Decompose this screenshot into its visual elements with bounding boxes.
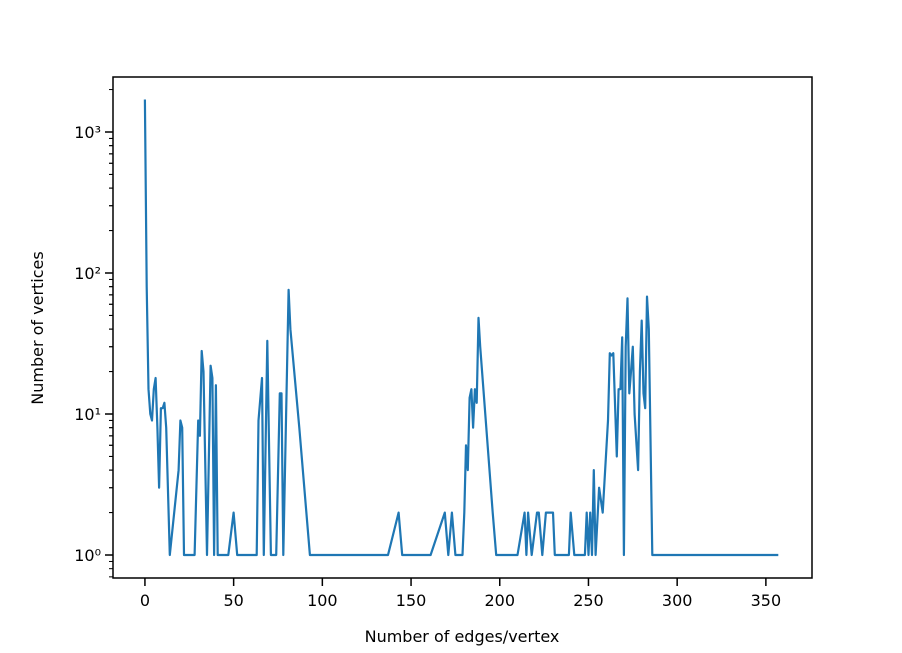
- x-tick-label: 150: [396, 591, 427, 610]
- x-tick-label: 100: [307, 591, 338, 610]
- x-tick-label: 0: [140, 591, 150, 610]
- x-tick-label: 350: [751, 591, 782, 610]
- y-tick-label: 10¹: [74, 405, 101, 424]
- x-axis-label: Number of edges/vertex: [365, 627, 560, 646]
- data-line: [143, 99, 779, 557]
- x-tick-label: 50: [223, 591, 243, 610]
- x-tick-label: 250: [573, 591, 604, 610]
- y-tick-label: 10³: [74, 123, 101, 142]
- y-tick-label: 10⁰: [74, 546, 101, 565]
- x-tick-label: 200: [484, 591, 515, 610]
- plot-frame: [112, 76, 813, 579]
- y-tick-label: 10²: [74, 264, 101, 283]
- y-axis-label: Number of vertices: [28, 251, 47, 404]
- x-tick-label: 300: [662, 591, 693, 610]
